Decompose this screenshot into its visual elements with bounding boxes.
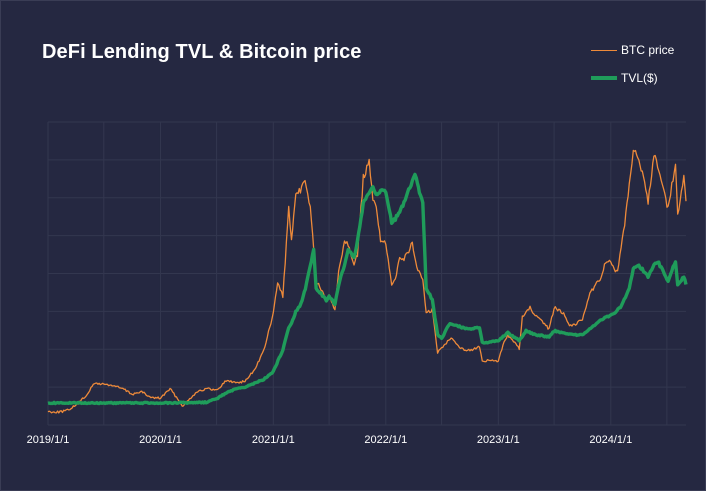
chart-title: DeFi Lending TVL & Bitcoin price: [42, 41, 362, 63]
legend-swatch-tvl: [591, 76, 617, 80]
x-tick-label: 2021/1/1: [252, 434, 295, 446]
x-tick-label: 2024/1/1: [589, 434, 632, 446]
btc-price-line: [47, 149, 687, 414]
legend-item-tvl[interactable]: TVL($): [591, 69, 674, 87]
legend: BTC price TVL($): [591, 41, 674, 97]
x-tick-label: 2022/1/1: [364, 434, 407, 446]
legend-label-btc: BTC price: [621, 43, 675, 57]
x-tick-label: 2023/1/1: [477, 434, 520, 446]
legend-item-btc[interactable]: BTC price: [591, 41, 674, 59]
legend-label-tvl: TVL($): [621, 71, 658, 85]
tvl-line: [47, 172, 688, 406]
x-tick-label: 2020/1/1: [139, 434, 182, 446]
x-tick-label: 2019/1/1: [27, 434, 70, 446]
legend-swatch-btc: [591, 49, 617, 51]
